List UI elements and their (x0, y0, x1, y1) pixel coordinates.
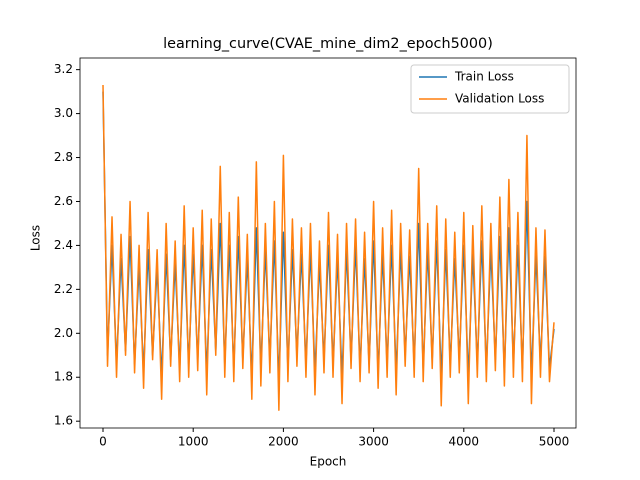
y-tick-label: 2.0 (54, 326, 73, 340)
y-tick-label: 3.0 (54, 106, 73, 120)
line-series (102, 85, 555, 411)
y-tick-label: 1.6 (54, 414, 73, 428)
x-tick-label: 0 (99, 435, 107, 449)
x-tick-label: 5000 (539, 435, 570, 449)
x-tick-label: 4000 (449, 435, 480, 449)
x-tick-label: 1000 (178, 435, 209, 449)
y-tick-label: 1.8 (54, 370, 73, 384)
legend-box (410, 64, 570, 114)
y-axis-label: Loss (29, 225, 43, 251)
x-tick-label: 3000 (358, 435, 389, 449)
chart-title: learning_curve(CVAE_mine_dim2_epoch5000) (163, 36, 493, 52)
y-tick-label: 2.6 (54, 194, 73, 208)
y-tick-label: 2.8 (54, 150, 73, 164)
x-tick-label: 2000 (268, 435, 299, 449)
x-axis-label: Epoch (310, 455, 347, 469)
plot-frame (79, 57, 577, 429)
legend-label: Train Loss (454, 70, 514, 84)
legend-label: Validation Loss (455, 92, 544, 106)
y-tick-label: 2.2 (54, 282, 73, 296)
y-tick-label: 3.2 (54, 62, 73, 76)
y-tick-label: 2.4 (54, 238, 73, 252)
legend: Train Loss Validation Loss (410, 64, 570, 114)
